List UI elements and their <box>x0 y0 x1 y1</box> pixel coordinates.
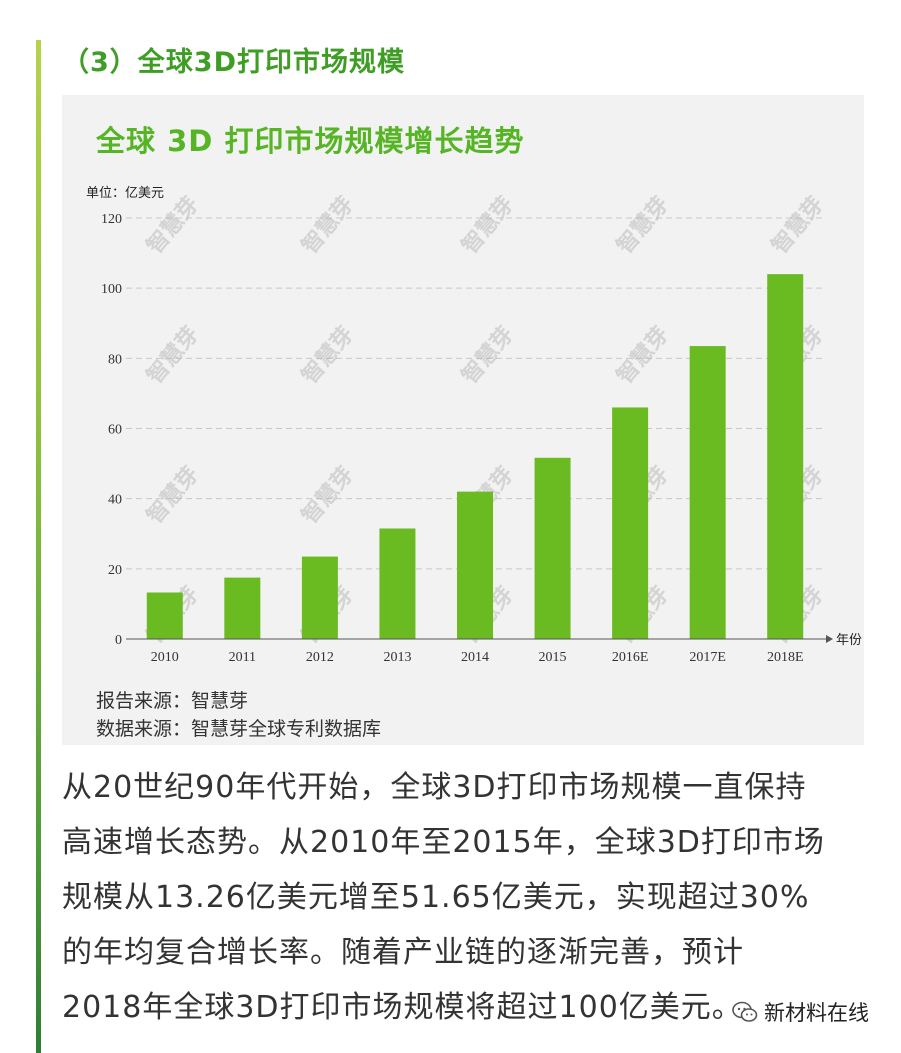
bar <box>689 346 726 639</box>
watermark: 智慧芽 <box>297 462 359 529</box>
bar <box>146 592 183 639</box>
x-tick-label: 2014 <box>461 650 489 665</box>
body-line: 2018年全球3D打印市场规模将超过100亿美元。 <box>62 990 743 1025</box>
body-line: 规模从13.26亿美元增至51.65亿美元，实现超过30% <box>62 880 810 915</box>
watermark: 智慧芽 <box>142 195 204 259</box>
bar <box>534 457 571 639</box>
bar-chart: 020406080100120 智慧芽 智慧芽 智慧芽 智慧芽 智慧芽智慧芽 智慧芽 智慧芽智… <box>101 195 862 665</box>
report-source: 报告来源：智慧芽 <box>96 690 249 712</box>
source-badge: 新材料在线 <box>728 997 873 1027</box>
y-tick-label: 20 <box>108 563 122 578</box>
wechat-icon <box>732 1001 758 1022</box>
bar <box>301 556 338 639</box>
watermark: 智慧芽 <box>612 322 674 389</box>
left-accent-bar <box>36 40 41 1053</box>
chart-unit-label: 单位：亿美元 <box>86 186 165 201</box>
bar <box>612 407 649 639</box>
body-line: 的年均复合增长率。随着产业链的逐渐完善，预计 <box>62 935 744 970</box>
x-axis-arrow <box>826 635 833 643</box>
watermark: 智慧芽 <box>142 462 204 529</box>
section-heading: （3）全球3D打印市场规模 <box>62 47 405 78</box>
y-tick-label: 60 <box>108 423 122 438</box>
x-tick-label: 2010 <box>151 650 179 665</box>
x-tick-label: 2017E <box>689 650 726 665</box>
watermark: 智慧芽 <box>457 322 519 389</box>
x-tick-label: 2018E <box>767 650 804 665</box>
data-source: 数据来源：智慧芽全球专利数据库 <box>96 718 382 740</box>
badge-label: 新材料在线 <box>764 1001 869 1025</box>
watermark: 智慧芽 <box>457 195 519 259</box>
bar <box>379 528 416 639</box>
x-tick-label: 2013 <box>383 650 411 665</box>
watermark: 智慧芽 <box>297 322 359 389</box>
watermark: 智慧芽 <box>612 195 674 259</box>
y-tick-label: 0 <box>115 633 122 648</box>
bar <box>224 577 261 639</box>
bar <box>767 274 804 639</box>
watermark: 智慧芽 <box>297 195 359 259</box>
bar <box>457 491 493 639</box>
chart-title: 全球 3D 打印市场规模增长趋势 <box>96 124 525 158</box>
y-tick-label: 100 <box>101 282 122 297</box>
x-axis-label: 年份 <box>836 633 862 648</box>
body-paragraph: 从20世纪90年代开始，全球3D打印市场规模一直保持 高速增长态势。从2010年… <box>62 760 862 1035</box>
body-line: 从20世纪90年代开始，全球3D打印市场规模一直保持 <box>62 770 807 805</box>
watermark: 智慧芽 <box>767 195 829 259</box>
body-line: 高速增长态势。从2010年至2015年，全球3D打印市场 <box>62 825 825 860</box>
x-tick-label: 2011 <box>229 650 256 665</box>
y-tick-label: 80 <box>108 352 122 367</box>
y-tick-label: 120 <box>101 212 122 227</box>
x-tick-label: 2015 <box>539 650 567 665</box>
x-tick-label: 2012 <box>306 650 334 665</box>
watermark: 智慧芽 <box>142 322 204 389</box>
x-tick-label: 2016E <box>612 650 649 665</box>
y-tick-label: 40 <box>108 493 122 508</box>
